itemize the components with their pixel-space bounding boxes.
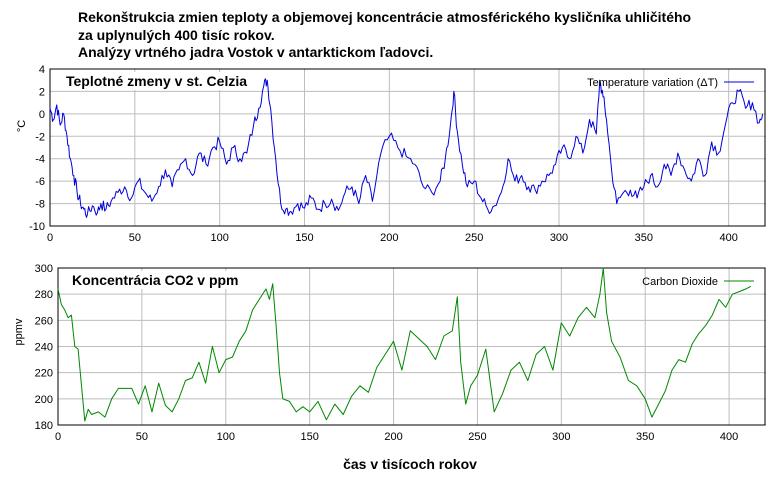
panel-title-background [63, 72, 251, 90]
x-tick-label: 200 [384, 431, 402, 443]
y-tick-label: 200 [35, 394, 53, 406]
x-tick-label: 50 [129, 232, 141, 244]
chart-title: Rekonštrukcia zmien teploty a objemovej … [78, 9, 691, 62]
x-tick-label: 300 [550, 232, 568, 244]
panel-title-background [69, 271, 242, 289]
panel-title: Teplotné zmeny v st. Celzia [66, 73, 247, 89]
y-tick-label: -4 [35, 154, 45, 166]
x-tick-label: 150 [300, 431, 318, 443]
y-tick-label: 180 [35, 420, 53, 432]
title-line-1: Rekonštrukcia zmien teploty a objemovej … [78, 9, 692, 25]
y-tick-label: 220 [35, 368, 53, 380]
x-tick-label: 400 [719, 232, 737, 244]
x-tick-label: 250 [465, 232, 483, 244]
title-line-3: Analýzy vrtného jadra Vostok v antarktic… [78, 44, 434, 60]
title-line-2: za uplynulých 400 tisíc rokov. [78, 26, 275, 43]
x-tick-label: 400 [720, 431, 738, 443]
y-tick-label: -10 [29, 221, 45, 233]
y-axis-title: °C [16, 120, 28, 132]
series-line-temperature [49, 78, 764, 218]
x-tick-label: 150 [295, 232, 313, 244]
x-tick-label: 100 [217, 431, 235, 443]
x-axis-title: čas v tisícoch rokov [343, 456, 477, 472]
y-tick-label: 240 [35, 342, 53, 354]
x-tick-label: 350 [635, 232, 653, 244]
x-tick-label: 200 [380, 232, 398, 244]
plot-frame [49, 68, 766, 227]
x-tick-label: 250 [468, 431, 486, 443]
y-tick-label: 280 [35, 289, 53, 301]
y-tick-label: 300 [35, 263, 53, 275]
y-axis-title: ppmv [13, 318, 25, 345]
legend-label: Temperature variation (ΔT) [587, 77, 718, 89]
y-tick-label: -6 [35, 176, 45, 188]
y-tick-label: 2 [39, 86, 45, 98]
x-tick-label: 0 [47, 232, 53, 244]
x-tick-label: 350 [636, 431, 654, 443]
series-line-co2 [57, 267, 752, 422]
panel-title: Koncentrácia CO2 v ppm [72, 272, 239, 288]
legend-label: Carbon Dioxide [642, 276, 718, 288]
plot-frame [57, 267, 766, 426]
temperature-panel: 420-2-4-6-8-100 50 100 150 200 250 300 350 400Te… [16, 64, 766, 244]
x-tick-label: 0 [55, 431, 61, 443]
y-tick-label: 4 [39, 64, 45, 76]
x-tick-label: 100 [210, 232, 228, 244]
y-tick-label: 260 [35, 315, 53, 327]
x-tick-label: 300 [552, 431, 570, 443]
y-tick-label: -2 [35, 131, 45, 143]
y-tick-label: 0 [39, 109, 45, 121]
y-tick-label: -8 [35, 199, 45, 211]
x-tick-label: 50 [136, 431, 148, 443]
